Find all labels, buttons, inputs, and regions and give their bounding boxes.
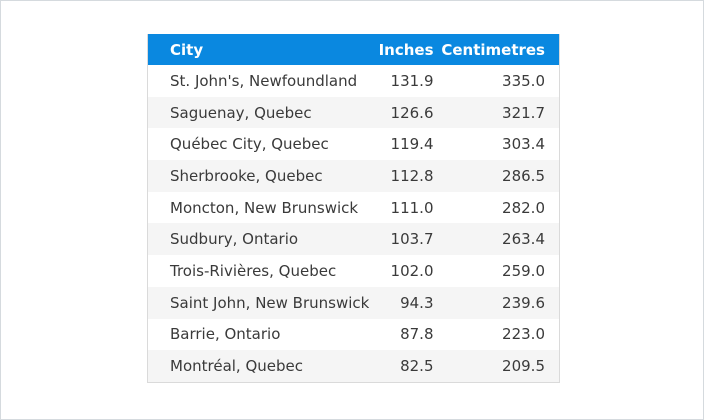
cell-inches: 87.8: [400, 325, 434, 344]
cell-centimetres: 303.4: [502, 135, 545, 154]
table-header: City Inches Centimetres: [147, 34, 560, 65]
table-row: Montréal, Quebec 82.5 209.5: [147, 350, 560, 383]
cell-inches: 103.7: [365, 223, 434, 256]
table-row: Sherbrooke, Quebec 112.8 286.5: [147, 160, 560, 192]
cell-inches: 112.8: [365, 160, 434, 192]
table-row: Moncton, New Brunswick 111.0 282.0: [148, 192, 560, 224]
cell-centimetres: 335.0: [502, 71, 545, 90]
cell-city: Sherbrooke, Quebec: [147, 160, 366, 192]
cell-inches: 102.0: [390, 261, 434, 280]
cell-city: Moncton, New Brunswick: [170, 198, 359, 217]
header-city: City: [147, 34, 366, 65]
cell-centimetres: 209.5: [433, 350, 560, 383]
table-row: Trois-Rivières, Quebec 102.0 259.0: [148, 255, 560, 287]
cell-inches: 131.9: [390, 71, 434, 90]
cell-city: Saint John, New Brunswick: [147, 286, 369, 319]
cell-inches: 126.6: [365, 96, 434, 129]
cell-centimetres: 239.6: [433, 286, 560, 319]
cell-centimetres: 282.0: [502, 198, 545, 217]
cell-city: Québec City, Quebec: [170, 135, 329, 154]
cell-inches: 94.3: [365, 286, 434, 319]
cell-inches: 119.4: [390, 135, 434, 154]
cell-city: Sudbury, Ontario: [147, 223, 366, 256]
cell-centimetres: 259.0: [502, 261, 545, 280]
table-row: Barrie, Ontario 87.8 223.0: [148, 319, 560, 351]
cell-inches: 82.5: [365, 350, 434, 383]
table-body: St. John's, Newfoundland 131.9 335.0 Sag…: [147, 65, 560, 383]
cell-city: Saguenay, Quebec: [147, 96, 366, 129]
cell-centimetres: 223.0: [502, 325, 545, 344]
table-row: St. John's, Newfoundland 131.9 335.0: [148, 65, 560, 97]
table-row: Québec City, Quebec 119.4 303.4: [148, 128, 560, 160]
table-row: Saguenay, Quebec 126.6 321.7: [147, 96, 560, 129]
table-row: Sudbury, Ontario 103.7 263.4: [147, 223, 560, 256]
cell-centimetres: 286.5: [433, 160, 560, 192]
cell-centimetres: 263.4: [433, 223, 560, 256]
header-centimetres: Centimetres: [433, 34, 560, 65]
cell-city: Montréal, Quebec: [147, 350, 366, 383]
cell-centimetres: 321.7: [433, 96, 560, 129]
cell-city: Barrie, Ontario: [170, 325, 281, 344]
header-row: City Inches Centimetres: [147, 34, 560, 65]
cell-inches: 111.0: [390, 198, 434, 217]
cell-city: St. John's, Newfoundland: [170, 71, 358, 90]
snowfall-table: City Inches Centimetres St. John's, Newf…: [147, 34, 560, 383]
table-row: Saint John, New Brunswick 94.3 239.6: [147, 286, 560, 319]
header-inches: Inches: [365, 34, 434, 65]
cell-city: Trois-Rivières, Quebec: [170, 261, 337, 280]
